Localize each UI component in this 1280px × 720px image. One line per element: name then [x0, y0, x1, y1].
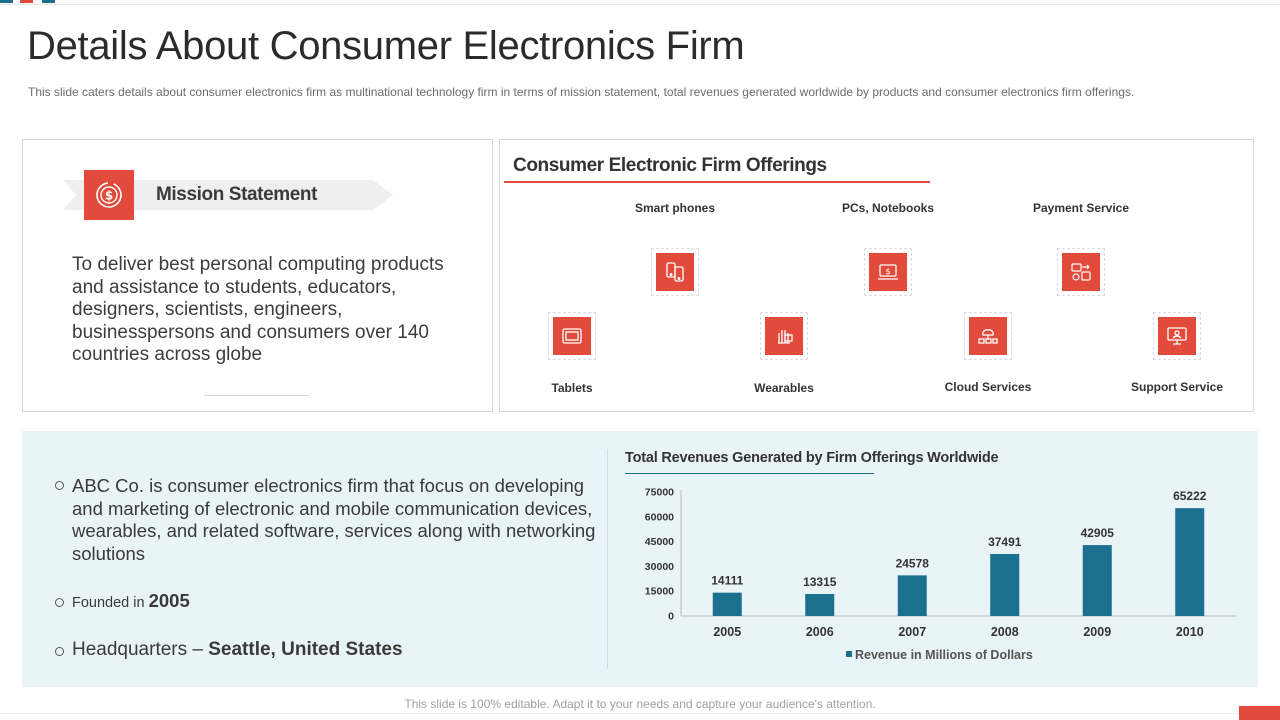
svg-text:$: $ [105, 189, 113, 203]
footer-line [0, 713, 1239, 714]
bar-2007 [897, 575, 927, 616]
revenue-bar-chart: 0 15000 30000 45000 60000 75000 14111 2005 13315… [645, 487, 1236, 662]
cloud-services-icon [969, 317, 1007, 355]
accent-segment [0, 0, 13, 3]
dollar-circle-icon: $ [84, 170, 134, 220]
wearables-icon [765, 317, 803, 355]
offering-payment-service [1057, 248, 1105, 296]
offering-cloud-services [964, 312, 1012, 360]
accent-segment [20, 0, 33, 3]
x-tick-label: 2007 [898, 625, 926, 639]
offering-label-cloud: Cloud Services [944, 380, 1032, 394]
legend-swatch [846, 651, 852, 657]
x-tick-label: 2005 [713, 625, 741, 639]
offering-label-tablets: Tablets [551, 381, 593, 395]
page-subtitle: This slide caters details about consumer… [28, 85, 1135, 99]
offering-wearables [760, 312, 808, 360]
y-tick-label: 15000 [645, 586, 674, 598]
bar-value-label: 14111 [711, 574, 743, 588]
mission-divider [204, 395, 310, 396]
offering-label-support: Support Service [1130, 380, 1224, 394]
offering-smartphones [651, 248, 699, 296]
bar-2005 [712, 592, 742, 616]
company-description: ABC Co. is consumer electronics firm tha… [72, 475, 596, 564]
offering-label-wearables: Wearables [754, 381, 814, 395]
bar-value-label: 65222 [1173, 489, 1207, 503]
smartphones-icon [656, 253, 694, 291]
offering-label-pcs: PCs, Notebooks [841, 201, 934, 215]
founded-prefix: Founded in [72, 595, 149, 611]
legend-label: Revenue in Millions of Dollars [855, 648, 1033, 662]
y-tick-label: 75000 [645, 487, 674, 499]
bar-value-label: 37491 [988, 535, 1022, 549]
mission-label: Mission Statement [156, 184, 318, 205]
accent-segment [42, 0, 55, 3]
bar-value-label: 42905 [1081, 526, 1115, 540]
offerings-title: Consumer Electronic Firm Offerings [513, 155, 827, 176]
y-tick-label: 0 [668, 611, 674, 623]
y-tick-label: 30000 [645, 561, 674, 573]
chart-title: Total Revenues Generated by Firm Offerin… [625, 450, 999, 466]
section-divider [607, 449, 608, 669]
offering-label-smartphones: Smart phones [634, 201, 715, 215]
footer-accent [1239, 706, 1280, 720]
footer-text: This slide is 100% editable. Adapt it to… [404, 697, 876, 711]
bar-2006 [805, 593, 835, 616]
bullet-marker [55, 598, 64, 607]
offering-pcs-notebooks: $ [864, 248, 912, 296]
founded-year: 2005 [148, 590, 190, 611]
company-info-section: ABC Co. is consumer electronics firm tha… [22, 431, 1258, 687]
bar-value-label: 13315 [803, 575, 837, 589]
x-tick-label: 2008 [991, 625, 1019, 639]
support-service-icon [1158, 317, 1196, 355]
x-tick-label: 2010 [1176, 625, 1204, 639]
hq-prefix: Headquarters – [72, 639, 209, 660]
svg-text:$: $ [885, 267, 890, 276]
chart-title-underline [625, 473, 874, 474]
headquarters-text: Headquarters – Seattle, United States [72, 639, 403, 661]
hq-value: Seattle, United States [208, 639, 403, 660]
tablet-icon [553, 317, 591, 355]
bar-2009 [1082, 545, 1112, 616]
bar-value-label: 24578 [896, 556, 930, 570]
offerings-panel: Consumer Electronic Firm Offerings Smart… [499, 139, 1254, 412]
bar-2008 [990, 554, 1020, 616]
mission-text: To deliver best personal computing produ… [72, 254, 444, 365]
payment-service-icon [1062, 253, 1100, 291]
y-tick-label: 60000 [645, 511, 674, 523]
offering-tablets [548, 312, 596, 360]
x-tick-label: 2006 [806, 625, 834, 639]
founded-text: Founded in 2005 [72, 590, 190, 612]
offering-support-service [1153, 312, 1201, 360]
top-accent-bar [0, 0, 1280, 5]
offering-label-payment: Payment Service [1032, 201, 1130, 215]
y-tick-label: 45000 [645, 536, 674, 548]
bullet-marker [55, 647, 64, 656]
offerings-underline [504, 181, 930, 183]
pc-notebook-icon: $ [869, 253, 907, 291]
mission-panel: $ Mission Statement To deliver best pers… [22, 139, 493, 412]
x-tick-label: 2009 [1083, 625, 1111, 639]
bullet-marker [55, 481, 64, 490]
bar-2010 [1175, 508, 1205, 616]
page-title: Details About Consumer Electronics Firm [27, 24, 745, 68]
